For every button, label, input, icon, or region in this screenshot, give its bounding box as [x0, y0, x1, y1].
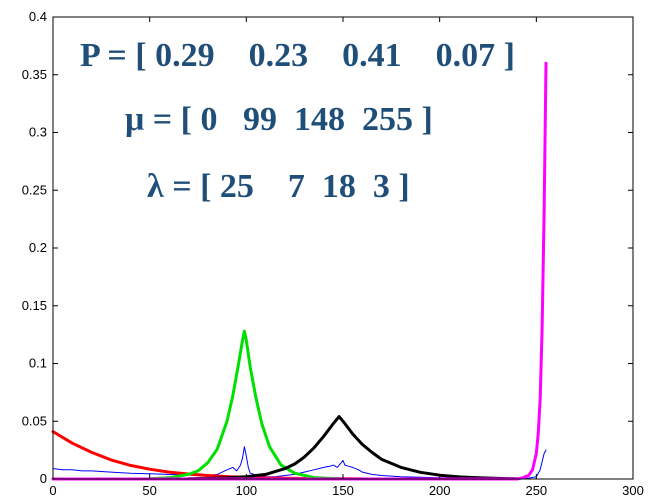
y-tick-label: 0 — [40, 471, 47, 486]
y-tick-label: 0.3 — [29, 125, 47, 140]
series-line-2 — [186, 415, 519, 481]
x-tick-label: 50 — [142, 483, 156, 498]
x-tick-label: 250 — [525, 483, 547, 498]
y-tick-label: 0.4 — [29, 9, 47, 24]
annotation-mu-vector: μ = [ 0 99 148 255 ] — [125, 101, 433, 138]
annotation-layer: P = [ 0.29 0.23 0.41 0.07 ] μ = [ 0 99 1… — [80, 37, 515, 205]
x-tick-label: 200 — [429, 483, 451, 498]
x-tick-label: 300 — [622, 483, 644, 498]
annotation-p-vector: P = [ 0.29 0.23 0.41 0.07 ] — [80, 37, 515, 74]
y-tick-label: 0.15 — [22, 298, 47, 313]
x-tick-label: 150 — [332, 483, 354, 498]
y-tick-label: 0.25 — [22, 182, 47, 197]
y-tick-label: 0.05 — [22, 413, 47, 428]
y-tick-label: 0.1 — [29, 356, 47, 371]
y-tick-label: 0.2 — [29, 240, 47, 255]
annotation-lambda-vector: λ = [ 25 7 18 3 ] — [147, 168, 410, 205]
x-tick-label: 0 — [49, 483, 56, 498]
y-tick-label: 0.35 — [22, 67, 47, 82]
x-tick-label: 100 — [235, 483, 257, 498]
ticks-layer: 0 50 100 150 200 250 300 0 0.05 0.1 0.15 0.2 0.25 0.3… — [22, 9, 644, 498]
series-line-1 — [148, 329, 345, 481]
